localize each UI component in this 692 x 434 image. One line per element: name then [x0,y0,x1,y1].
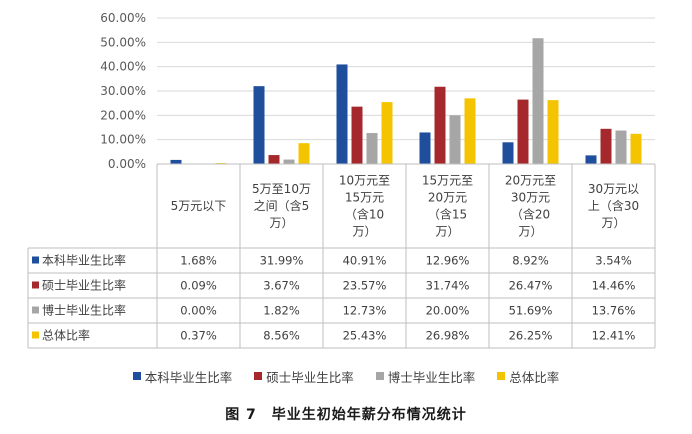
legend-item: 总体比率 [497,367,559,386]
category-label: 30万元 [511,191,550,205]
data-label: 40.91% [343,254,387,268]
bar [532,38,544,164]
legend-item: 硕士毕业生比率 [254,367,354,386]
data-label: 26.47% [509,279,553,293]
y-tick-label: 50.00% [100,35,146,49]
y-tick-label: 30.00% [100,84,146,98]
row-label: 本科毕业生比率 [42,253,126,268]
row-label: 总体比率 [42,328,90,343]
data-label: 20.00% [426,304,470,318]
bar [381,102,393,164]
row-label: 硕士毕业生比率 [42,278,126,293]
legend-label: 本科毕业生比率 [144,369,233,385]
category-label: 15万元 [345,191,384,205]
legend-label: 博士毕业生比率 [387,369,476,385]
bar [336,64,348,164]
bar [517,99,529,164]
bar [351,106,363,164]
category-label: 30万元以 [588,182,639,196]
data-label: 3.67% [263,279,300,293]
y-tick-label: 10.00% [100,133,146,147]
legend-label: 硕士毕业生比率 [266,369,354,385]
category-label: 万） [269,216,293,230]
bar [283,159,295,164]
legend-item: 博士毕业生比率 [375,367,476,386]
data-label: 1.82% [263,304,300,318]
data-label: 14.46% [592,279,636,293]
y-tick-label: 60.00% [100,11,146,25]
category-label: 万） [518,225,542,239]
legend-swatch [497,372,506,380]
category-label: 万） [352,225,376,239]
category-label: 15万元至 [422,174,473,188]
category-label: 20万元 [428,191,467,205]
bar [366,133,378,164]
bar [547,100,559,164]
bar [268,155,280,164]
data-label: 12.73% [343,304,387,318]
category-label: （含20 [511,207,550,222]
legend: 本科毕业生比率 硕士毕业生比率 博士毕业生比率 总体比率 [0,366,692,386]
category-label: （含15 [428,207,467,222]
bar [600,128,612,164]
y-tick-label: 0.00% [108,157,146,171]
data-label: 1.68% [180,254,217,268]
data-label: 26.98% [426,329,470,343]
bar [253,86,265,164]
bar [464,98,476,164]
data-label: 12.96% [426,254,470,268]
row-swatch [32,306,39,314]
data-label: 8.56% [263,329,300,343]
data-label: 12.41% [592,329,636,343]
legend-label: 总体比率 [509,369,560,385]
bar [630,133,642,164]
y-tick-label: 40.00% [100,60,146,74]
data-label: 23.57% [343,279,387,293]
category-label: 万） [601,216,625,230]
data-label: 31.74% [426,279,470,293]
bar [615,130,627,164]
data-label: 51.69% [509,304,553,318]
legend-swatch [254,372,263,380]
data-label: 31.99% [260,254,304,268]
row-swatch [32,256,39,264]
row-swatch [32,281,39,289]
data-label: 0.00% [180,304,217,318]
row-label: 博士毕业生比率 [42,303,126,318]
bar [419,132,431,164]
category-label: 万） [435,225,459,239]
data-label: 26.25% [509,329,553,343]
bar [434,86,446,164]
data-label: 25.43% [343,329,387,343]
row-swatch [32,331,39,339]
data-label: 8.92% [512,254,549,268]
data-label: 3.54% [595,254,632,268]
category-label: 之间（含5 [254,198,310,213]
category-label: 上（含30 [588,198,639,213]
legend-item: 本科毕业生比率 [132,367,233,386]
category-label: 5万至10万 [252,182,311,196]
legend-swatch [375,372,384,380]
category-label: （含10 [345,207,384,222]
figure-caption: 图 7 毕业生初始年薪分布情况统计 [225,407,467,423]
bar [502,142,514,164]
bar [298,143,310,164]
category-label: 10万元至 [339,174,390,188]
category-label: 20万元至 [505,174,556,188]
bar [585,155,597,164]
chart: 0.00% 10.00% 20.00% 30.00% 40.00% 50.00% 60.00… [27,11,656,349]
category-label: 5万元以下 [171,199,227,213]
legend-swatch [132,372,141,380]
data-label: 0.09% [180,279,217,293]
bar [170,159,182,164]
bar [449,115,461,164]
y-tick-label: 20.00% [100,108,146,122]
data-label: 0.37% [180,329,217,343]
data-label: 13.76% [592,304,636,318]
